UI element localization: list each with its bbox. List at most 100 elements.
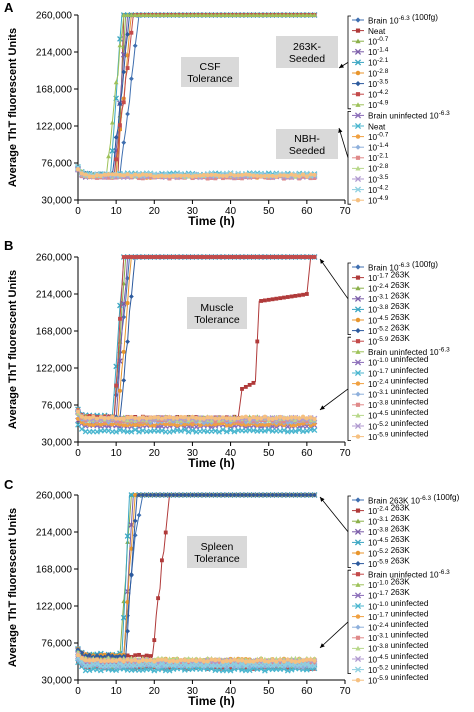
data-point-stroke-b <box>303 427 310 434</box>
data-point <box>231 492 237 498</box>
data-point <box>194 255 199 259</box>
data-point <box>121 416 126 421</box>
data-point <box>212 492 218 498</box>
data-point <box>266 492 272 498</box>
data-point-stroke-b <box>281 427 287 434</box>
legend-marker <box>354 306 362 313</box>
data-point <box>224 12 230 17</box>
data-point <box>159 255 164 259</box>
series-line <box>77 494 315 658</box>
data-point <box>148 172 153 178</box>
data-point <box>118 123 122 128</box>
legend-bracket <box>347 15 351 110</box>
data-point <box>293 415 298 420</box>
data-point <box>255 423 260 428</box>
data-point <box>209 172 214 177</box>
x-tick-label: 70 <box>339 448 351 459</box>
legend-entry: 10-3.1 uninfected <box>368 387 429 400</box>
data-point <box>167 666 172 671</box>
data-point <box>304 492 310 498</box>
data-point <box>205 12 211 17</box>
data-point-stroke-b <box>75 421 81 428</box>
data-point <box>186 12 192 17</box>
data-point-stroke-b <box>292 428 299 435</box>
data-point <box>265 426 272 433</box>
data-point <box>133 422 138 428</box>
data-point <box>301 421 306 426</box>
series-8 <box>76 255 317 420</box>
data-point <box>94 653 100 659</box>
data-point <box>98 667 104 674</box>
legend-entry: 10-1.0 uninfected <box>368 355 429 368</box>
legend-marker <box>355 339 361 344</box>
data-point-stroke-b <box>109 148 116 154</box>
legend-arrowhead <box>339 63 344 68</box>
x-tick-label: 70 <box>339 206 351 217</box>
data-point <box>140 12 146 17</box>
data-point-stroke-b <box>265 426 272 433</box>
legend-marker-stroke-b <box>354 48 362 55</box>
data-point <box>297 416 302 421</box>
data-point <box>159 173 164 178</box>
data-point <box>201 420 207 426</box>
data-point-stroke-b <box>155 428 161 434</box>
data-point <box>155 12 161 17</box>
data-point <box>91 174 96 179</box>
data-point <box>266 416 271 421</box>
legend-entry: 10-3.5 <box>368 78 389 89</box>
data-point <box>152 638 157 643</box>
data-point <box>125 255 130 259</box>
data-point <box>178 12 184 17</box>
data-point <box>110 172 115 177</box>
series-7 <box>75 254 317 422</box>
x-tick-label: 10 <box>111 686 123 697</box>
data-point <box>304 419 309 424</box>
data-point <box>213 416 218 421</box>
data-point <box>171 415 176 420</box>
data-point <box>151 492 157 498</box>
data-point <box>297 176 302 181</box>
data-point <box>251 12 256 17</box>
data-point <box>86 667 93 674</box>
legend-entry: 10-0.7 <box>368 131 389 142</box>
data-point-stroke-b <box>223 428 230 435</box>
legend-marker <box>355 28 361 33</box>
data-point <box>251 492 256 498</box>
data-point <box>251 255 256 259</box>
data-point <box>293 492 298 498</box>
data-point <box>209 176 214 180</box>
data-point <box>301 174 305 179</box>
data-point-stroke-b <box>227 427 234 433</box>
data-point <box>235 492 241 498</box>
y-tick-label: 76,000 <box>41 639 72 650</box>
panel-letter: C <box>4 477 14 492</box>
data-point <box>152 255 157 259</box>
data-point <box>301 292 305 297</box>
data-point <box>274 174 279 179</box>
data-point <box>304 292 309 296</box>
data-point <box>75 416 81 421</box>
data-point <box>270 297 275 302</box>
data-point <box>136 422 142 427</box>
legend-entry: 10-1.7 uninfected <box>368 366 429 379</box>
data-point <box>247 382 252 387</box>
data-point <box>113 79 119 85</box>
series-line <box>77 256 315 419</box>
data-point-stroke-b <box>170 428 177 435</box>
data-point <box>262 428 268 434</box>
data-point <box>221 176 225 181</box>
data-point <box>170 492 176 498</box>
data-point <box>98 415 103 420</box>
data-point <box>129 12 134 17</box>
data-point <box>243 666 248 670</box>
annotation-text: Seeded <box>289 145 325 157</box>
annotation-text: Muscle <box>200 302 233 314</box>
data-point <box>289 172 294 177</box>
data-point <box>136 173 142 178</box>
data-point <box>220 426 226 433</box>
data-point <box>109 120 115 125</box>
data-point <box>243 12 249 17</box>
data-point <box>247 12 253 17</box>
data-point <box>125 423 130 428</box>
